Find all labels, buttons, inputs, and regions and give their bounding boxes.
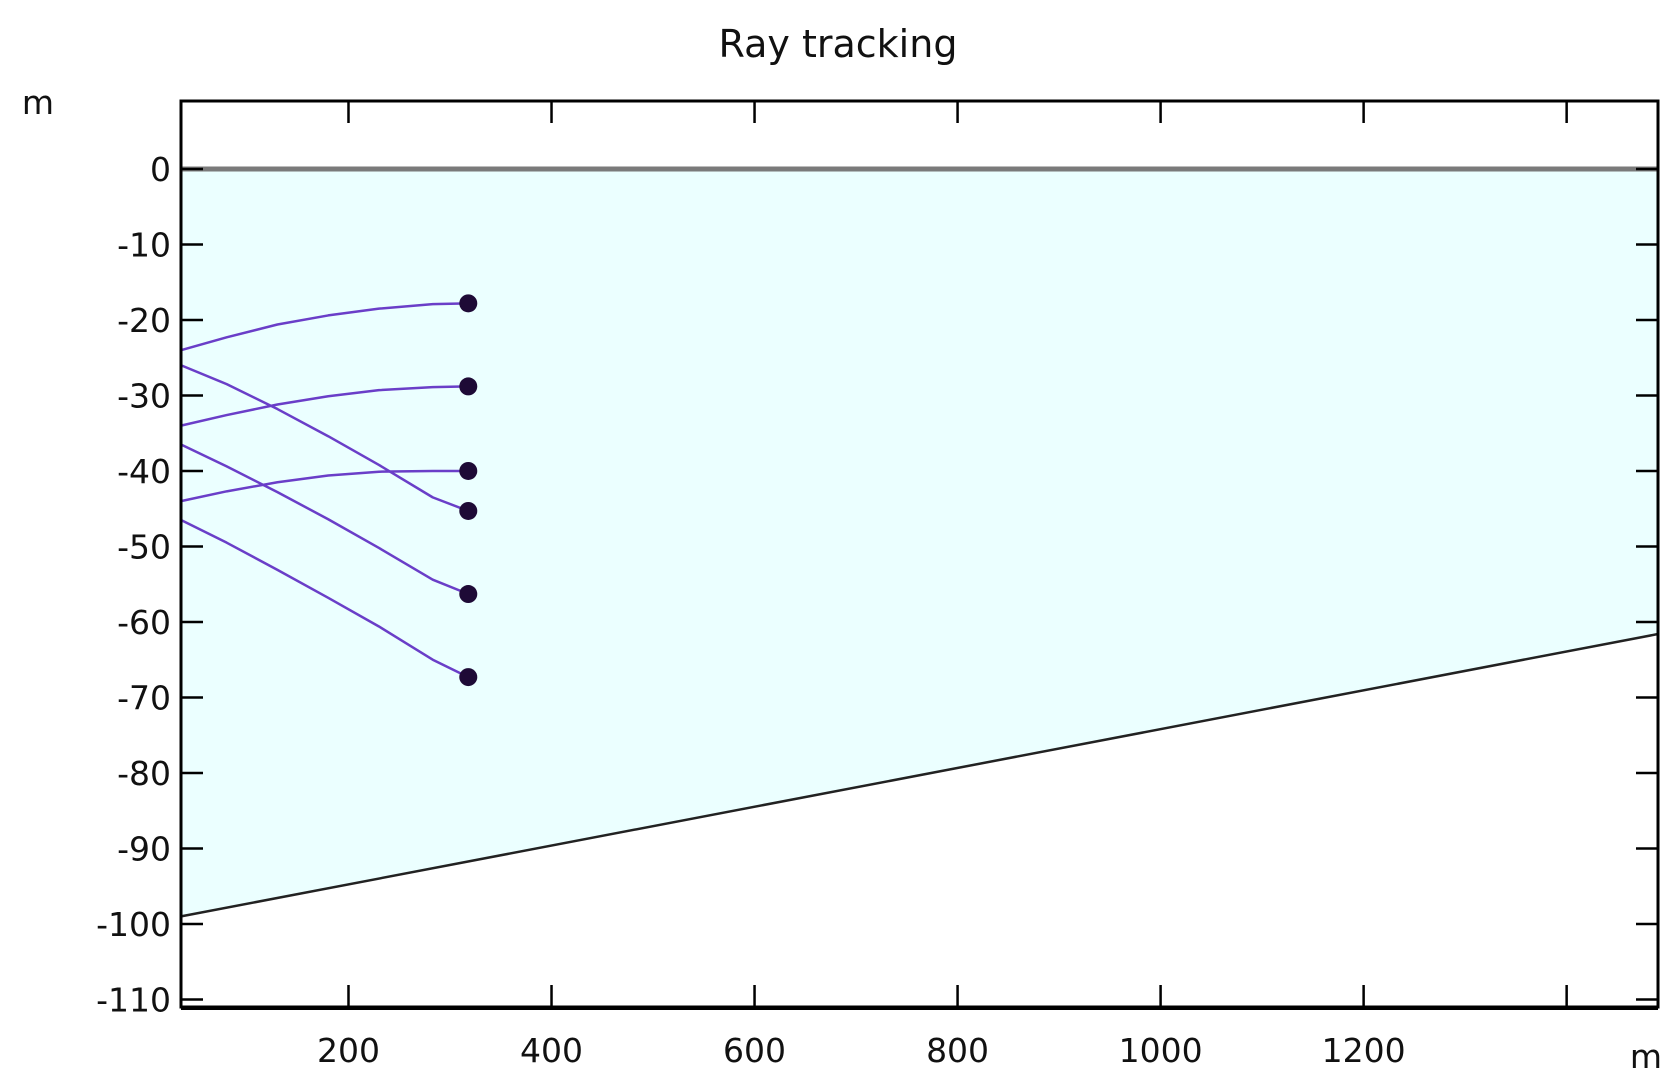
y-tick-label: -90: [117, 829, 171, 868]
ray-path-3: [180, 469, 469, 503]
ray-path-5: [180, 443, 469, 596]
y-tick-label: 0: [150, 150, 171, 189]
y-tick-label: -50: [117, 527, 171, 566]
chart-title: Ray tracking: [719, 22, 958, 66]
y-axis-unit: m: [22, 83, 54, 122]
y-tick-label: -10: [117, 225, 171, 264]
ray-path-6: [180, 518, 469, 679]
ray-endpoint-4: [459, 501, 478, 520]
ray-endpoint-2: [459, 377, 478, 396]
y-tick-label: -30: [117, 376, 171, 415]
ray-endpoint-6: [459, 668, 478, 687]
ray-endpoint-5: [459, 585, 478, 604]
x-tick-label: 600: [723, 1031, 786, 1070]
x-tick-label: 1000: [1119, 1031, 1203, 1070]
axes: 0 -10 -20 -30 -40 -50 -60 -70 -80 -90 -100 -110 200 4…: [96, 99, 1660, 1070]
y-tick-label: -80: [117, 754, 171, 793]
y-tick-label: -60: [117, 603, 171, 642]
x-axis-unit: m: [1630, 1037, 1662, 1076]
x-tick-label: 200: [317, 1031, 380, 1070]
y-tick-label: -70: [117, 678, 171, 717]
plot-area: [180, 166, 1659, 918]
y-tick-label: -100: [96, 905, 171, 944]
y-tick-label: -110: [96, 980, 171, 1019]
x-tick-label: 1200: [1322, 1031, 1406, 1070]
fluid-domain: [181, 168, 1658, 917]
y-tick-label: -40: [117, 452, 171, 491]
x-tick-label: 800: [926, 1031, 989, 1070]
y-tick-label: -20: [117, 301, 171, 340]
ray-path-1: [180, 302, 469, 352]
ray-endpoint-1: [459, 294, 478, 313]
ray-endpoint-3: [459, 461, 478, 480]
ray-path-4: [180, 364, 469, 513]
ray-path-2: [180, 385, 469, 427]
x-tick-label: 400: [520, 1031, 583, 1070]
bottom-boundary: [180, 632, 1659, 918]
